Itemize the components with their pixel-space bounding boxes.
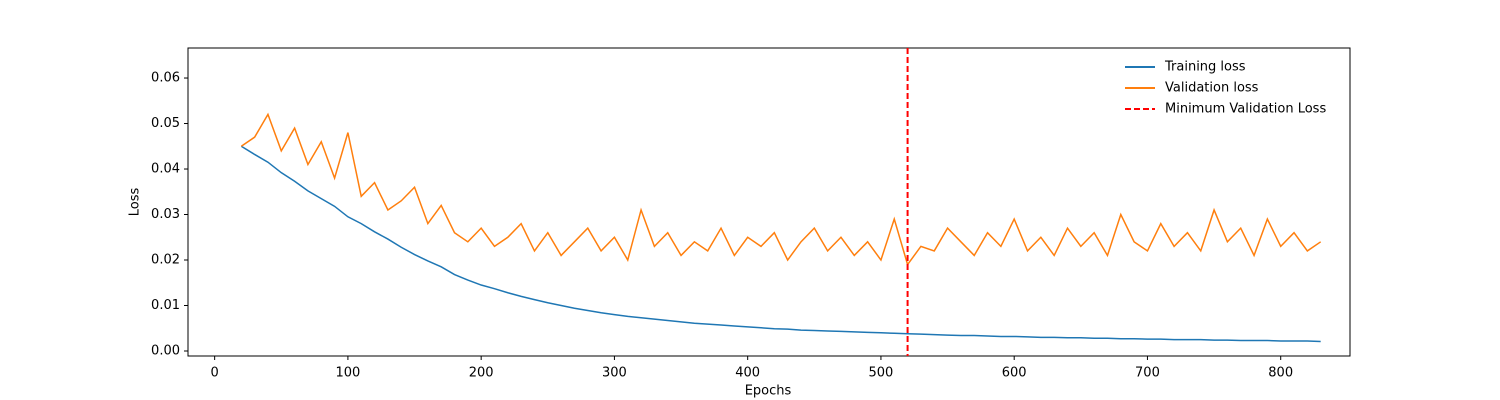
y-tick-label: 0.06 <box>151 71 180 86</box>
y-tick-label: 0.03 <box>151 207 180 222</box>
series-line <box>240 145 1321 343</box>
x-tick-label: 800 <box>1268 366 1293 381</box>
plot-frame <box>187 47 1351 357</box>
y-tick-label: 0.01 <box>151 298 180 313</box>
x-tick-label: 200 <box>469 366 494 381</box>
y-axis-label: Loss <box>128 188 143 217</box>
x-tick-label: 100 <box>335 366 360 381</box>
x-tick-label: 400 <box>735 366 760 381</box>
y-tick-label: 0.00 <box>151 343 180 358</box>
x-tick-label: 0 <box>211 366 219 381</box>
x-tick-label: 600 <box>1002 366 1027 381</box>
y-tick-label: 0.04 <box>151 162 180 177</box>
x-tick-label: 300 <box>602 366 627 381</box>
legend-label: Training loss <box>1164 60 1246 75</box>
legend-label: Validation loss <box>1165 81 1259 96</box>
x-axis-label: Epochs <box>745 384 792 399</box>
x-tick-label: 700 <box>1135 366 1160 381</box>
y-tick-label: 0.02 <box>151 253 180 268</box>
x-tick-label: 500 <box>869 366 894 381</box>
series-line <box>240 112 1322 267</box>
y-tick-label: 0.05 <box>151 116 180 131</box>
legend-label: Minimum Validation Loss <box>1165 102 1326 117</box>
